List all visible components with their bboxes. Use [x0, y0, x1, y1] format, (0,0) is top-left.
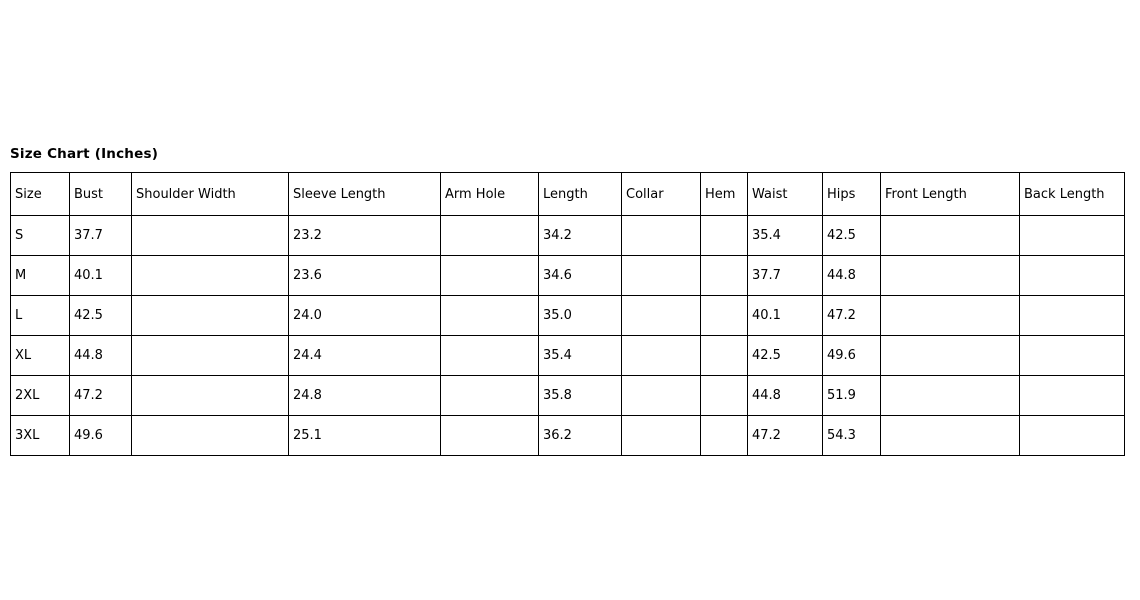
table-cell [440, 335, 539, 376]
table-cell [880, 295, 1020, 336]
column-header-collar: Collar [621, 172, 701, 216]
header-row: Size Bust Shoulder Width Sleeve Length Arm H… [10, 172, 1125, 216]
table-cell [880, 335, 1020, 376]
table-cell [880, 255, 1020, 296]
table-cell: 2XL [10, 375, 70, 416]
size-chart-table: Size Bust Shoulder Width Sleeve Length Arm H… [10, 172, 1125, 456]
table-cell: 23.2 [288, 215, 441, 256]
table-cell [440, 415, 539, 456]
table-cell: 23.6 [288, 255, 441, 296]
table-cell: 25.1 [288, 415, 441, 456]
column-header-back-length: Back Length [1019, 172, 1125, 216]
table-row-s: S 37.7 23.2 34.2 35.4 42.5 [10, 215, 1125, 256]
table-cell: 47.2 [747, 415, 823, 456]
table-cell [131, 215, 289, 256]
table-cell [131, 415, 289, 456]
column-header-hem: Hem [700, 172, 748, 216]
table-cell: L [10, 295, 70, 336]
table-cell: 35.8 [538, 375, 622, 416]
table-row-3xl: 3XL 49.6 25.1 36.2 47.2 54.3 [10, 415, 1125, 456]
table-cell [440, 215, 539, 256]
table-cell [621, 215, 701, 256]
size-chart-body: S 37.7 23.2 34.2 35.4 42.5 M 40.1 23.6 34.6 37.7 44… [10, 215, 1125, 456]
table-cell [131, 295, 289, 336]
table-cell [700, 255, 748, 296]
table-cell [1019, 295, 1125, 336]
table-cell: 49.6 [822, 335, 881, 376]
table-cell: 24.0 [288, 295, 441, 336]
table-row-m: M 40.1 23.6 34.6 37.7 44.8 [10, 255, 1125, 296]
table-cell: 36.2 [538, 415, 622, 456]
table-cell [700, 375, 748, 416]
table-cell: 42.5 [69, 295, 132, 336]
table-cell: 35.4 [747, 215, 823, 256]
table-cell: 40.1 [69, 255, 132, 296]
table-cell: 37.7 [69, 215, 132, 256]
table-cell: S [10, 215, 70, 256]
table-cell: 35.4 [538, 335, 622, 376]
table-cell: 42.5 [822, 215, 881, 256]
table-cell [1019, 255, 1125, 296]
table-cell: 24.4 [288, 335, 441, 376]
table-cell: 42.5 [747, 335, 823, 376]
table-cell [621, 415, 701, 456]
table-cell [440, 295, 539, 336]
size-chart-title: Size Chart (Inches) [10, 146, 159, 162]
table-cell [440, 255, 539, 296]
table-row-xl: XL 44.8 24.4 35.4 42.5 49.6 [10, 335, 1125, 376]
table-cell: M [10, 255, 70, 296]
column-header-front-length: Front Length [880, 172, 1020, 216]
table-cell [440, 375, 539, 416]
table-cell: 44.8 [822, 255, 881, 296]
table-cell [1019, 375, 1125, 416]
table-cell [880, 415, 1020, 456]
column-header-size: Size [10, 172, 70, 216]
table-cell [700, 335, 748, 376]
table-cell [131, 335, 289, 376]
table-cell: 35.0 [538, 295, 622, 336]
table-cell: 51.9 [822, 375, 881, 416]
column-header-hips: Hips [822, 172, 881, 216]
table-cell [880, 375, 1020, 416]
size-chart-header: Size Bust Shoulder Width Sleeve Length Arm H… [10, 172, 1125, 216]
table-cell [131, 255, 289, 296]
table-cell [700, 295, 748, 336]
table-cell: 40.1 [747, 295, 823, 336]
column-header-arm-hole: Arm Hole [440, 172, 539, 216]
table-cell [700, 415, 748, 456]
table-cell: 24.8 [288, 375, 441, 416]
table-cell: XL [10, 335, 70, 376]
column-header-length: Length [538, 172, 622, 216]
table-cell: 34.6 [538, 255, 622, 296]
table-cell: 37.7 [747, 255, 823, 296]
table-cell: 3XL [10, 415, 70, 456]
table-cell: 47.2 [69, 375, 132, 416]
table-cell: 44.8 [69, 335, 132, 376]
table-row-2xl: 2XL 47.2 24.8 35.8 44.8 51.9 [10, 375, 1125, 416]
table-cell [621, 255, 701, 296]
column-header-waist: Waist [747, 172, 823, 216]
table-cell: 34.2 [538, 215, 622, 256]
table-cell: 54.3 [822, 415, 881, 456]
table-cell [621, 335, 701, 376]
table-cell [1019, 215, 1125, 256]
table-cell: 44.8 [747, 375, 823, 416]
table-cell [700, 215, 748, 256]
table-cell [131, 375, 289, 416]
table-cell [880, 215, 1020, 256]
table-cell: 49.6 [69, 415, 132, 456]
table-cell [621, 375, 701, 416]
column-header-bust: Bust [69, 172, 132, 216]
table-cell [1019, 335, 1125, 376]
table-cell [621, 295, 701, 336]
table-cell [1019, 415, 1125, 456]
table-cell: 47.2 [822, 295, 881, 336]
column-header-shoulder-width: Shoulder Width [131, 172, 289, 216]
table-row-l: L 42.5 24.0 35.0 40.1 47.2 [10, 295, 1125, 336]
column-header-sleeve-length: Sleeve Length [288, 172, 441, 216]
